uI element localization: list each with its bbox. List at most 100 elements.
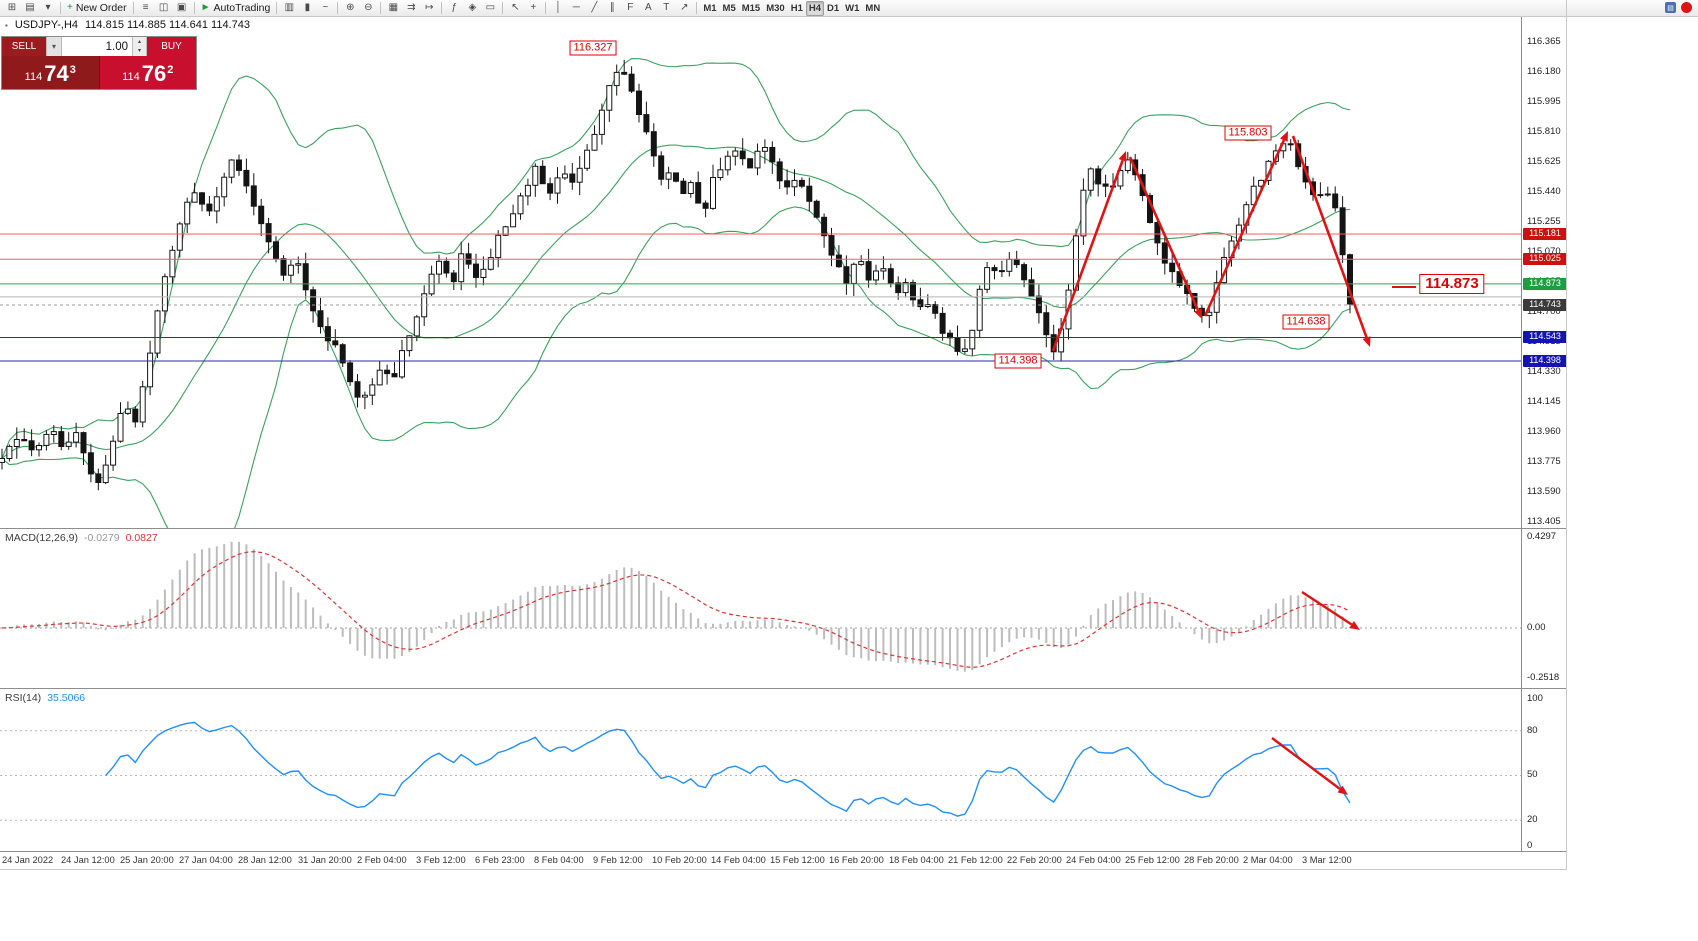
- price-chart-canvas[interactable]: [0, 17, 1521, 565]
- timeframe-m15[interactable]: M15: [739, 1, 763, 16]
- sell-dropdown-icon[interactable]: ▾: [46, 37, 61, 56]
- horizontal-line-button-icon: ─: [572, 2, 580, 13]
- macd-signal-line: [1, 550, 1351, 669]
- vertical-line-button[interactable]: │: [549, 1, 567, 16]
- chart-symbol-icon: ▪: [5, 20, 8, 30]
- toolbar-separator: [132, 2, 134, 14]
- text-button[interactable]: A: [639, 1, 657, 16]
- volume-up-icon[interactable]: ▴: [133, 37, 146, 47]
- trendline-button[interactable]: ╱: [585, 1, 603, 16]
- macd-panel[interactable]: MACD(12,26,9) -0.0279 0.0827: [0, 529, 1521, 689]
- bar-chart-button[interactable]: ▥: [280, 1, 298, 16]
- rsi-axis-tick: 80: [1527, 725, 1538, 736]
- macd-arrow[interactable]: [1301, 590, 1360, 630]
- tray-app-icon[interactable]: ▤: [1665, 2, 1676, 13]
- price-axis-tick: 113.590: [1527, 486, 1561, 497]
- time-axis[interactable]: 24 Jan 2022 24 Jan 12:00 25 Jan 20:00 27 Ja…: [0, 852, 1566, 869]
- fibonacci-button[interactable]: F: [621, 1, 639, 16]
- buy-price-prefix: 114: [122, 71, 140, 83]
- arrows-button[interactable]: ↗: [675, 1, 693, 16]
- horizontal-line-button[interactable]: ─: [567, 1, 585, 16]
- rsi-name: RSI(14): [5, 692, 42, 704]
- equidistant-channel-button[interactable]: ∥: [603, 1, 621, 16]
- templates-button-icon: ▭: [485, 2, 496, 13]
- buy-button[interactable]: BUY: [146, 37, 196, 56]
- tile-windows-button[interactable]: ▦: [384, 1, 402, 16]
- candlestick-chart-button-icon: ▮: [304, 2, 311, 13]
- price-level-tag: 115.025: [1523, 253, 1567, 265]
- candlestick-chart-button[interactable]: ▮: [298, 1, 316, 16]
- profiles-dropdown[interactable]: ▾: [39, 1, 57, 16]
- text-button-icon: A: [644, 2, 652, 13]
- volume-down-icon[interactable]: ▾: [133, 46, 146, 56]
- arrows-button-icon: ↗: [680, 2, 689, 13]
- volume-stepper[interactable]: ▴ ▾: [132, 37, 146, 56]
- timeframe-h4[interactable]: H4: [805, 0, 825, 16]
- new-order-button[interactable]: + New Order: [64, 1, 130, 16]
- timeframe-h1[interactable]: H1: [788, 1, 806, 16]
- time-axis-label: 16 Feb 20:00: [829, 855, 884, 865]
- profiles-button-icon: ▤: [25, 2, 35, 13]
- timeframe-m1[interactable]: M1: [700, 1, 719, 16]
- templates-button[interactable]: ▭: [481, 1, 499, 16]
- time-axis-label: 6 Feb 23:00: [475, 855, 525, 865]
- auto-scroll-button[interactable]: ⇉: [402, 1, 420, 16]
- time-axis-label: 3 Mar 12:00: [1302, 855, 1352, 865]
- price-annotation[interactable]: 116.327: [569, 40, 617, 56]
- recording-indicator[interactable]: [1681, 2, 1692, 13]
- line-chart-button[interactable]: ~: [316, 1, 334, 16]
- main-chart-panel[interactable]: ▪ USDJPY-,H4 114.815 114.885 114.641 114…: [0, 17, 1521, 565]
- timeframe-d1[interactable]: D1: [824, 1, 842, 16]
- time-axis-label: 24 Jan 12:00: [61, 855, 115, 865]
- volume-input[interactable]: 1.00: [61, 37, 132, 56]
- buy-price-button[interactable]: 114 76 2: [98, 56, 196, 89]
- macd-canvas[interactable]: [0, 529, 1521, 688]
- chart-shift-button[interactable]: ↦: [420, 1, 438, 16]
- objects-button[interactable]: ◈: [463, 1, 481, 16]
- timeframe-m5[interactable]: M5: [720, 1, 739, 16]
- new-chart-button[interactable]: ⊞: [3, 1, 21, 16]
- rsi-canvas[interactable]: [0, 689, 1521, 851]
- price-axis-tick: 115.625: [1527, 156, 1561, 167]
- rsi-axis[interactable]: 100 80 50 20 0: [1521, 689, 1566, 852]
- macd-axis[interactable]: 0.4297 0.00 -0.2518: [1521, 529, 1566, 689]
- market-watch-button[interactable]: ≡: [137, 1, 155, 16]
- zoom-out-button[interactable]: ⊖: [359, 1, 377, 16]
- terminal-button[interactable]: ▣: [173, 1, 191, 16]
- sell-button[interactable]: SELL: [2, 37, 46, 56]
- price-annotation[interactable]: 114.398: [994, 353, 1042, 369]
- timeframe-w1[interactable]: W1: [842, 1, 862, 16]
- price-annotation[interactable]: 115.803: [1224, 125, 1272, 141]
- time-axis-label: 21 Feb 12:00: [948, 855, 1003, 865]
- buy-price-sup: 2: [167, 64, 174, 76]
- price-axis-tick: 115.070: [1527, 246, 1561, 257]
- price-axis[interactable]: 116.365 116.180 115.995 115.810 115.625 115.4…: [1521, 17, 1567, 529]
- profiles-button[interactable]: ▤: [21, 1, 39, 16]
- price-level-tag: 114.873: [1523, 278, 1567, 290]
- cursor-button[interactable]: ↖: [506, 1, 524, 16]
- timeframe-mn[interactable]: MN: [862, 1, 883, 16]
- timeframe-m30[interactable]: M30: [763, 1, 787, 16]
- horizontal-level-lines[interactable]: [0, 233, 1521, 362]
- bar-chart-button-icon: ▥: [284, 2, 295, 13]
- navigator-button[interactable]: ◫: [155, 1, 173, 16]
- autotrading-button-icon: ►: [200, 2, 211, 13]
- rsi-label: RSI(14) 35.5066: [5, 692, 85, 704]
- vertical-line-button-icon: │: [555, 2, 562, 13]
- macd-main-value: -0.0279: [83, 532, 120, 544]
- indicators-button[interactable]: ƒ: [445, 1, 463, 16]
- autotrading-button[interactable]: ► AutoTrading: [198, 1, 274, 16]
- price-annotation[interactable]: 114.873: [1419, 274, 1485, 294]
- timeframe-m5-text: M5: [722, 2, 736, 14]
- rsi-panel[interactable]: RSI(14) 35.5066: [0, 689, 1521, 852]
- trend-arrows[interactable]: [1051, 131, 1416, 352]
- rsi-arrow[interactable]: [1271, 737, 1348, 795]
- sell-price-button[interactable]: 114 74 3: [2, 56, 99, 89]
- zoom-in-button[interactable]: ⊕: [341, 1, 359, 16]
- price-axis-tick: 116.180: [1527, 66, 1561, 77]
- timeframe-mn-text: MN: [865, 2, 881, 14]
- price-annotation[interactable]: 114.638: [1282, 314, 1330, 330]
- timeframe-d1-text: D1: [827, 2, 840, 14]
- text-label-button[interactable]: T: [657, 1, 675, 16]
- crosshair-button[interactable]: +: [524, 1, 542, 16]
